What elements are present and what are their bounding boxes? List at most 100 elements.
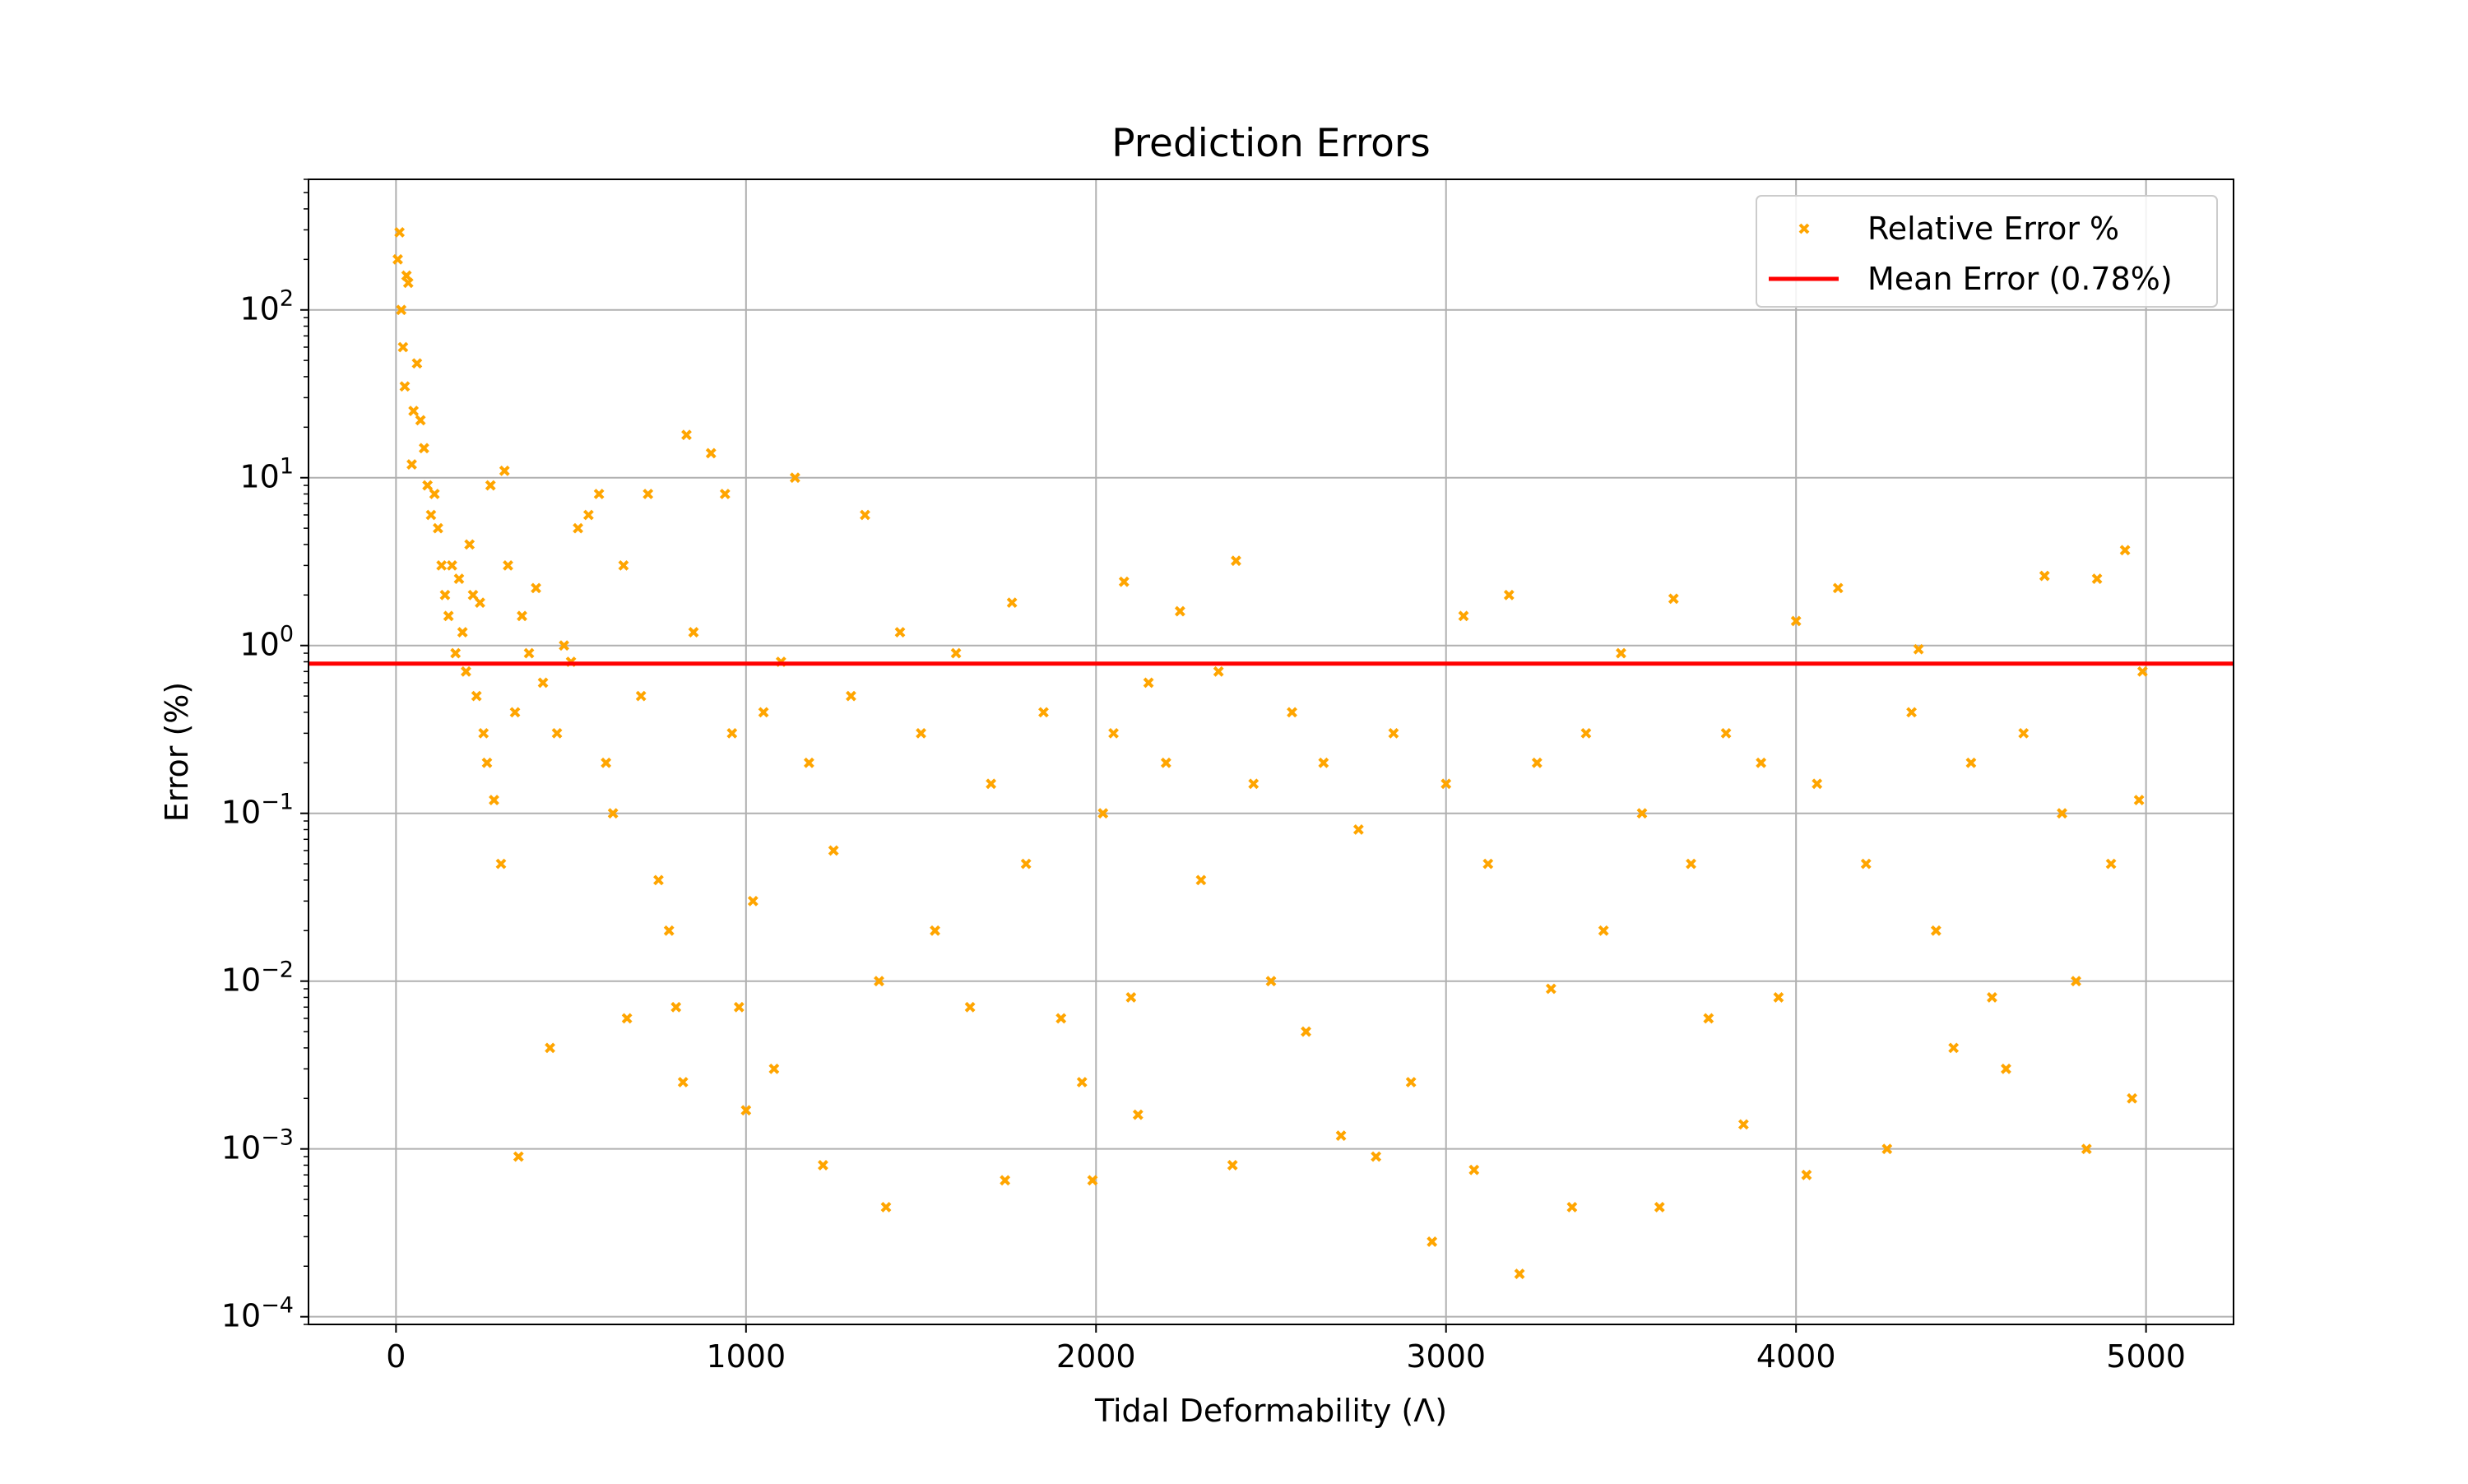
data-point — [457, 627, 468, 638]
x-axis-label: Tidal Deformability (Λ) — [1094, 1393, 1447, 1429]
data-point — [523, 647, 535, 659]
data-point — [768, 1063, 780, 1074]
data-point — [1174, 605, 1185, 617]
data-point — [1636, 808, 1648, 819]
data-point — [1965, 757, 1977, 768]
data-point — [1812, 778, 1823, 790]
data-point — [2105, 858, 2117, 870]
data-point — [1125, 992, 1137, 1003]
data-point — [1287, 707, 1297, 718]
data-point — [2119, 545, 2131, 556]
data-point — [573, 522, 584, 534]
x-tick-label: 1000 — [706, 1338, 786, 1375]
data-point — [397, 341, 409, 353]
data-point — [726, 727, 738, 739]
data-point — [2057, 808, 2067, 819]
data-point — [1195, 874, 1207, 886]
data-point — [1213, 665, 1224, 677]
data-point — [828, 845, 839, 856]
data-point — [1881, 1143, 1893, 1155]
data-point — [402, 277, 414, 289]
data-point — [450, 647, 462, 659]
data-point — [1231, 555, 1241, 567]
data-point — [618, 559, 629, 571]
data-point — [1801, 1169, 1812, 1180]
data-point — [467, 589, 479, 601]
data-point — [874, 976, 884, 987]
data-point — [1132, 1109, 1144, 1120]
data-point — [1000, 1175, 1011, 1186]
data-point — [545, 1042, 555, 1054]
data-point — [1458, 610, 1469, 622]
data-point — [422, 480, 434, 491]
data-point — [439, 589, 451, 601]
data-point — [916, 727, 926, 739]
data-point — [461, 665, 471, 677]
data-point — [677, 1077, 689, 1087]
data-point — [1301, 1026, 1311, 1037]
data-point — [621, 1013, 633, 1024]
data-point — [2001, 1063, 2011, 1074]
data-point — [1427, 1236, 1438, 1247]
x-tick-label: 3000 — [1406, 1338, 1486, 1375]
data-point — [1737, 1119, 1749, 1130]
y-tick-label: 10−2 — [221, 958, 294, 999]
data-point — [2136, 665, 2148, 677]
x-tick-label: 2000 — [1056, 1338, 1136, 1375]
chart-title: Prediction Errors — [1111, 121, 1430, 166]
data-point — [401, 270, 412, 281]
data-point — [418, 443, 429, 454]
data-point — [2039, 570, 2050, 582]
data-point — [433, 522, 443, 534]
data-point — [559, 640, 569, 652]
data-point — [489, 795, 499, 805]
data-point — [758, 707, 769, 718]
data-point — [1514, 1268, 1525, 1280]
legend-label-mean-error: Mean Error (0.78%) — [1867, 261, 2173, 297]
y-tick-label: 10−4 — [221, 1293, 294, 1334]
data-point — [1545, 983, 1556, 995]
data-point — [2081, 1143, 2092, 1155]
data-point — [415, 415, 426, 426]
data-point — [1143, 677, 1154, 689]
data-point — [1482, 858, 1494, 870]
data-point — [1335, 1130, 1347, 1141]
data-point — [1503, 589, 1515, 601]
data-point — [1087, 1175, 1098, 1186]
data-point — [1405, 1077, 1417, 1087]
data-point — [950, 647, 962, 659]
data-point — [429, 489, 440, 499]
data-point — [394, 226, 406, 238]
data-point — [392, 253, 403, 265]
data-point — [1097, 808, 1109, 819]
data-point — [670, 1001, 682, 1013]
data-point — [447, 559, 457, 571]
data-point — [537, 677, 549, 689]
data-point — [1371, 1151, 1382, 1162]
data-point — [2071, 976, 2081, 987]
data-point — [1668, 593, 1679, 605]
x-tick-label: 5000 — [2106, 1338, 2186, 1375]
data-point — [425, 509, 437, 521]
data-point — [1076, 1077, 1088, 1087]
data-point — [2091, 573, 2103, 584]
data-point — [1756, 757, 1767, 768]
data-point — [1906, 707, 1917, 718]
data-point — [1832, 582, 1844, 594]
legend-box — [1756, 195, 2218, 308]
data-point — [503, 559, 513, 571]
data-point — [789, 472, 800, 484]
data-point — [1038, 707, 1049, 718]
data-point — [860, 509, 870, 521]
data-point — [1790, 615, 1802, 627]
data-point — [733, 1001, 745, 1013]
data-point — [485, 480, 496, 491]
data-point — [705, 448, 717, 459]
data-point — [2127, 1092, 2138, 1104]
data-point — [663, 925, 675, 936]
data-point — [464, 539, 476, 550]
data-point — [453, 573, 465, 584]
data-point — [1948, 1042, 1960, 1054]
data-point — [509, 707, 521, 718]
data-point — [1987, 992, 1997, 1003]
